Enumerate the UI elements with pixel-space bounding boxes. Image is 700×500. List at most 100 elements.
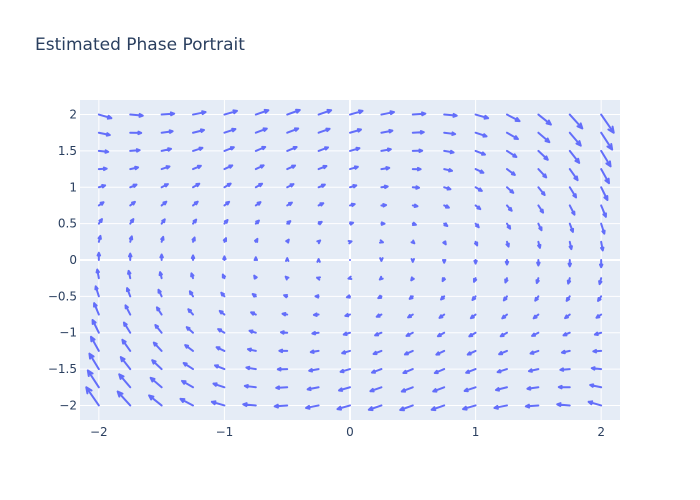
quiver-arrow — [223, 200, 231, 207]
quiver-arrow — [402, 368, 414, 375]
quiver-arrow — [97, 131, 111, 137]
quiver-arrow — [466, 349, 477, 356]
quiver-arrow — [465, 368, 477, 374]
quiver-arrow — [317, 146, 330, 152]
quiver-arrow — [372, 349, 383, 356]
quiver-arrow — [565, 295, 571, 302]
quiver-arrow — [567, 259, 572, 268]
quiver-arrow — [253, 274, 258, 280]
quiver-arrow — [221, 273, 227, 280]
quiver-arrow — [442, 240, 447, 246]
quiver-arrow — [242, 402, 257, 408]
quiver-arrow — [399, 404, 414, 412]
quiver-arrow — [121, 338, 132, 352]
quiver-arrow — [254, 219, 260, 225]
quiver-arrow — [155, 306, 163, 316]
quiver-arrow — [430, 404, 446, 412]
quiver-arrow — [568, 204, 576, 216]
quiver-arrow — [344, 312, 351, 318]
quiver-arrow — [276, 367, 289, 372]
quiver-arrow — [118, 373, 132, 389]
quiver-arrow — [505, 131, 519, 141]
quiver-arrow — [537, 222, 543, 232]
quiver-arrow — [433, 368, 446, 375]
quiver-arrow — [435, 349, 446, 356]
quiver-arrow — [443, 131, 457, 136]
quiver-arrow — [97, 234, 102, 243]
quiver-arrow — [151, 359, 163, 371]
quiver-arrow — [471, 295, 477, 301]
quiver-arrow — [474, 168, 485, 174]
quiver-arrow — [339, 368, 351, 374]
quiver-arrow — [160, 129, 174, 134]
quiver-arrow — [349, 109, 364, 116]
quiver-arrow — [562, 331, 571, 337]
quiver-arrow — [286, 220, 292, 225]
quiver-arrow — [278, 348, 289, 354]
y-tick-label: −1 — [59, 326, 77, 340]
quiver-arrow — [472, 277, 478, 283]
quiver-arrow — [568, 113, 584, 130]
quiver-arrow — [286, 127, 300, 134]
quiver-arrow — [505, 222, 512, 230]
quiver-arrow — [127, 269, 132, 280]
quiver-arrow — [374, 331, 383, 337]
quiver-arrow — [534, 295, 540, 302]
quiver-arrow — [129, 112, 144, 118]
quiver-arrow — [85, 386, 100, 407]
x-tick-label: −1 — [216, 425, 234, 439]
quiver-arrow — [210, 400, 226, 407]
quiver-arrow — [436, 331, 446, 338]
quiver-arrow — [192, 128, 206, 134]
quiver-arrow — [222, 237, 228, 243]
quiver-arrow — [317, 202, 325, 207]
quiver-arrow — [97, 166, 108, 172]
quiver-arrow — [568, 149, 581, 164]
quiver-arrow — [160, 183, 169, 189]
quiver-arrow — [88, 352, 100, 371]
quiver-arrow — [537, 186, 546, 196]
quiver-arrow — [380, 147, 392, 152]
quiver-arrow — [281, 312, 289, 317]
quiver-arrow — [184, 344, 195, 352]
quiver-arrow — [537, 204, 545, 214]
quiver-arrow — [411, 185, 421, 190]
quiver-arrow — [378, 239, 384, 244]
quiver-arrow — [286, 145, 298, 152]
quiver-arrow — [254, 108, 270, 116]
quiver-arrow — [312, 312, 320, 317]
quiver-arrow — [443, 168, 454, 173]
quiver-arrow — [243, 384, 257, 389]
quiver-arrow — [443, 222, 449, 227]
quiver-arrow — [97, 184, 107, 189]
quiver-arrow — [122, 321, 132, 334]
quiver-arrow — [275, 385, 289, 390]
quiver-arrow — [443, 112, 458, 118]
y-tick-label: 0 — [69, 253, 77, 267]
quiver-arrow — [536, 259, 541, 267]
quiver-arrow — [314, 294, 320, 299]
quiver-arrow — [443, 149, 455, 155]
quiver-arrow — [254, 201, 262, 207]
quiver-arrow — [192, 182, 201, 189]
quiver-arrow — [379, 257, 384, 262]
quiver-arrow — [284, 275, 290, 281]
quiver-arrow — [179, 397, 195, 407]
quiver-arrow — [316, 276, 322, 281]
quiver-arrow — [154, 324, 163, 334]
quiver-arrow — [215, 346, 226, 352]
quiver-arrow — [214, 364, 226, 371]
quiver-arrow — [369, 386, 383, 393]
quiver-arrow — [411, 166, 422, 172]
x-tick-label: −2 — [90, 425, 108, 439]
quiver-arrow — [279, 330, 289, 335]
quiver-arrow — [504, 259, 510, 266]
quiver-arrow — [377, 294, 383, 300]
quiver-arrow — [149, 376, 163, 389]
quiver-arrow — [336, 404, 351, 411]
quiver-arrow — [537, 149, 549, 161]
quiver-arrow — [537, 131, 551, 144]
quiver-arrow — [474, 149, 486, 156]
quiver-arrow — [317, 164, 328, 171]
quiver-arrow — [411, 130, 425, 135]
